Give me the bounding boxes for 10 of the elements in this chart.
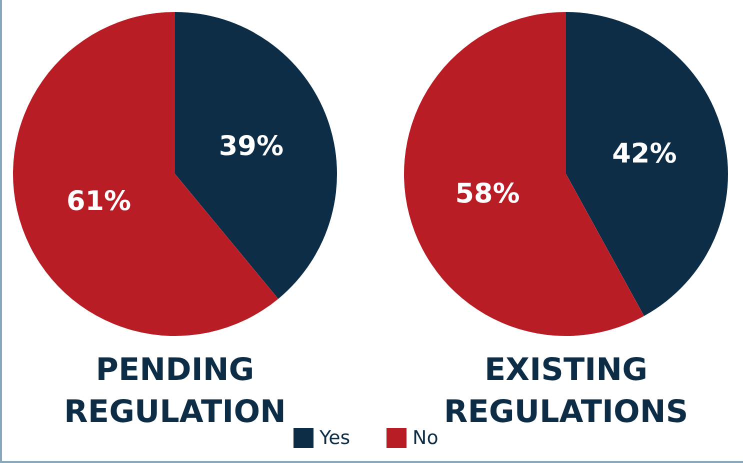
pie-slice [175,12,337,299]
data-label: 39% [218,131,284,162]
text: PENDING REGULATION [64,352,286,430]
text: EXISTING REGULATIONS [444,352,688,430]
legend-label: Yes [318,427,350,449]
pie-slice [566,12,728,316]
data-label: 42% [612,138,677,170]
data-label: 58% [455,178,520,210]
data-label: 61% [66,186,132,217]
legend-label: No [412,427,438,449]
